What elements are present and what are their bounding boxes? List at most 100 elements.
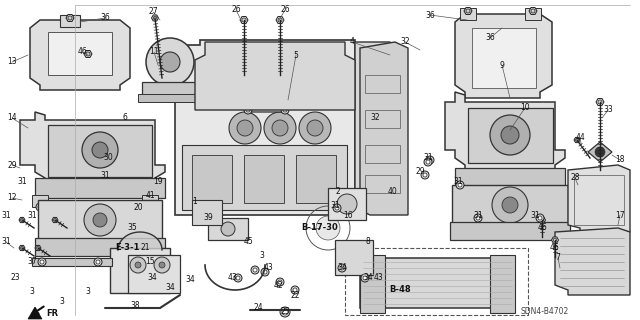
Circle shape [146,203,154,211]
Circle shape [283,108,287,112]
Text: 45: 45 [243,237,253,246]
Polygon shape [35,245,41,251]
Circle shape [363,276,367,280]
Bar [225,50,325,95]
Polygon shape [588,142,612,162]
Polygon shape [240,17,248,23]
Polygon shape [28,307,42,319]
Circle shape [426,156,434,164]
Text: 3: 3 [260,251,264,260]
Text: 46: 46 [537,223,547,233]
Bar [60,15,80,27]
Text: 17: 17 [615,211,625,220]
Text: FR: FR [46,308,58,317]
Text: 32: 32 [400,37,410,46]
Text: 37: 37 [27,258,37,267]
Circle shape [38,205,42,209]
Text: 14: 14 [7,114,17,123]
Circle shape [281,106,289,114]
Text: 4: 4 [349,37,355,46]
Circle shape [38,258,46,266]
Text: B-17-30: B-17-30 [301,223,339,233]
Circle shape [595,147,605,157]
Text: 40: 40 [387,188,397,196]
Circle shape [456,181,464,189]
Circle shape [234,274,242,282]
Circle shape [236,276,240,280]
Polygon shape [464,8,472,14]
Circle shape [96,260,100,264]
Circle shape [146,38,194,86]
Polygon shape [574,137,580,143]
Bar [525,8,541,20]
Text: 41: 41 [145,190,155,199]
Circle shape [244,106,252,114]
Circle shape [293,288,297,292]
Circle shape [229,112,261,144]
Bar [450,222,570,240]
Bar [138,94,202,102]
Bar [335,240,373,275]
Text: 31: 31 [453,178,463,187]
Circle shape [160,52,180,72]
Text: 28: 28 [570,173,580,182]
Circle shape [82,132,118,168]
Bar [452,185,568,225]
Text: 38: 38 [130,300,140,309]
Bar [244,155,284,203]
Circle shape [458,183,462,187]
Circle shape [148,205,152,209]
Text: 46: 46 [77,47,87,57]
Text: 44: 44 [575,133,585,142]
Text: 31: 31 [17,178,27,187]
Text: 31: 31 [100,171,110,180]
Bar [182,145,347,210]
Text: 19: 19 [153,178,163,187]
Polygon shape [30,20,130,90]
Polygon shape [84,51,92,58]
Circle shape [428,158,432,162]
Text: 34: 34 [337,263,347,273]
Bar [365,175,400,193]
Circle shape [244,86,252,94]
Circle shape [237,120,253,136]
Bar [328,188,366,220]
Bar [215,45,335,105]
Circle shape [92,142,108,158]
Bar [296,155,336,203]
Circle shape [333,204,341,212]
Circle shape [84,204,116,236]
Polygon shape [568,165,630,232]
Bar [574,175,624,225]
Text: 30: 30 [103,154,113,163]
Circle shape [490,115,530,155]
Polygon shape [455,14,552,98]
Text: 43: 43 [227,274,237,283]
Text: 2: 2 [335,188,340,196]
Text: 15: 15 [145,258,155,267]
Bar [468,108,553,163]
Text: 36: 36 [425,11,435,20]
Circle shape [154,257,170,273]
Text: 43: 43 [373,274,383,283]
Polygon shape [552,237,559,243]
Text: SDN4-B4702: SDN4-B4702 [521,308,569,316]
Text: 31: 31 [530,211,540,220]
Polygon shape [175,40,355,215]
Text: 29: 29 [415,167,425,177]
Circle shape [36,203,44,211]
Text: 3: 3 [86,287,90,297]
Circle shape [282,309,288,315]
Text: 31: 31 [473,211,483,220]
Bar [38,200,162,240]
Bar [142,195,158,207]
Text: 9: 9 [500,60,504,69]
Text: 26: 26 [280,5,290,14]
Polygon shape [52,217,58,223]
Text: 31: 31 [27,211,37,220]
Bar [365,110,400,128]
Bar [32,195,48,207]
Bar [208,218,248,240]
Circle shape [246,88,250,92]
Text: 22: 22 [291,291,300,300]
